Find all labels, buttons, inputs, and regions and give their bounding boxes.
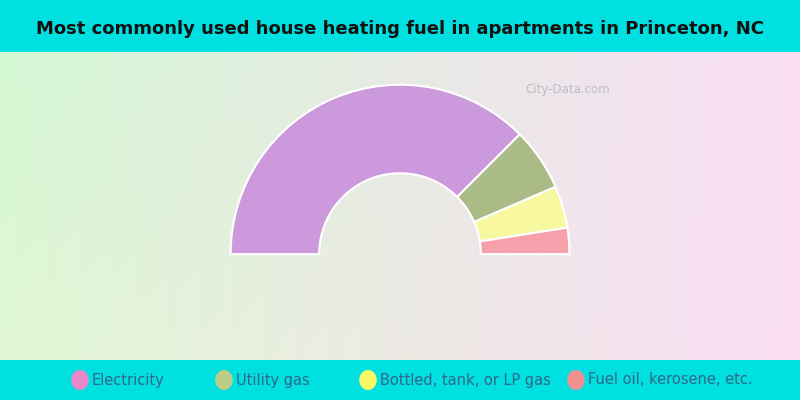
Text: Electricity: Electricity	[92, 372, 165, 388]
Text: Fuel oil, kerosene, etc.: Fuel oil, kerosene, etc.	[588, 372, 753, 388]
Ellipse shape	[71, 370, 89, 390]
Text: Most commonly used house heating fuel in apartments in Princeton, NC: Most commonly used house heating fuel in…	[36, 20, 764, 38]
Wedge shape	[480, 228, 570, 254]
Text: City-Data.com: City-Data.com	[526, 83, 610, 96]
Ellipse shape	[215, 370, 233, 390]
Text: Utility gas: Utility gas	[236, 372, 310, 388]
Ellipse shape	[567, 370, 585, 390]
Wedge shape	[474, 187, 567, 242]
Wedge shape	[230, 85, 520, 254]
Wedge shape	[457, 134, 555, 222]
Text: Bottled, tank, or LP gas: Bottled, tank, or LP gas	[380, 372, 551, 388]
Ellipse shape	[359, 370, 377, 390]
